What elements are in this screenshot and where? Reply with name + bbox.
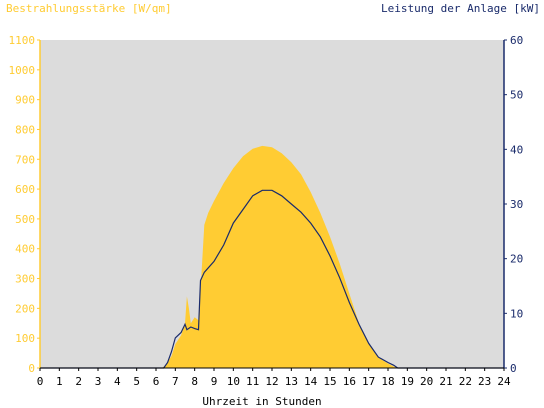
right-axis-tick-label: 50 <box>510 89 523 102</box>
left-axis-tick-label: 1000 <box>9 64 36 77</box>
x-axis-tick-label: 7 <box>172 375 179 388</box>
x-axis-tick-label: 8 <box>191 375 198 388</box>
left-axis-tick-label: 800 <box>15 123 35 136</box>
x-axis-tick-label: 13 <box>285 375 298 388</box>
x-axis-tick-label: 19 <box>401 375 414 388</box>
power-line <box>40 189 504 369</box>
x-axis-tick-label: 0 <box>37 375 44 388</box>
left-axis-tick-label: 600 <box>15 183 35 196</box>
x-axis-tick-label: 20 <box>420 375 433 388</box>
x-axis-tick-label: 10 <box>227 375 240 388</box>
x-axis-tick-label: 11 <box>246 375 259 388</box>
x-axis-tick-label: 3 <box>95 375 102 388</box>
x-axis-tick-label: 12 <box>265 375 278 388</box>
x-axis-tick-label: 17 <box>362 375 375 388</box>
x-axis-tick-label: 2 <box>75 375 82 388</box>
x-axis-tick-label: 24 <box>497 375 511 388</box>
right-axis-title: Leistung der Anlage [kW] <box>381 2 540 15</box>
right-axis-tick-label: 30 <box>510 198 523 211</box>
x-axis-tick-label: 9 <box>211 375 218 388</box>
x-axis-tick-label: 22 <box>459 375 472 388</box>
right-axis-tick-label: 40 <box>510 143 523 156</box>
left-axis-title: Bestrahlungsstärke [W/qm] <box>6 2 172 15</box>
x-axis-tick-label: 18 <box>381 375 394 388</box>
left-axis-tick-label: 400 <box>15 243 35 256</box>
x-axis-title: Uhrzeit in Stunden <box>202 395 321 408</box>
x-axis-tick-label: 4 <box>114 375 121 388</box>
left-axis-tick-label: 700 <box>15 153 35 166</box>
x-axis-tick-label: 16 <box>343 375 356 388</box>
x-axis-tick-label: 23 <box>478 375 491 388</box>
left-axis-tick-label: 0 <box>28 362 35 375</box>
right-axis-tick-label: 60 <box>510 34 523 47</box>
right-axis-tick-label: 20 <box>510 253 523 266</box>
left-axis-tick-label: 200 <box>15 302 35 315</box>
x-axis-tick-label: 14 <box>304 375 318 388</box>
left-axis-tick-label: 1100 <box>9 34 36 47</box>
right-axis-tick-label: 10 <box>510 307 523 320</box>
left-axis-tick-label: 300 <box>15 273 35 286</box>
x-axis-tick-label: 21 <box>439 375 452 388</box>
irradiance-area <box>40 145 504 368</box>
left-axis-tick-label: 500 <box>15 213 35 226</box>
x-axis-tick-label: 6 <box>153 375 160 388</box>
left-axis-tick-label: 900 <box>15 94 35 107</box>
left-axis-tick-label: 100 <box>15 332 35 345</box>
x-axis-tick-label: 15 <box>323 375 336 388</box>
x-axis-tick-label: 5 <box>133 375 140 388</box>
right-axis-tick-label: 0 <box>510 362 517 375</box>
x-axis-tick-label: 1 <box>56 375 63 388</box>
